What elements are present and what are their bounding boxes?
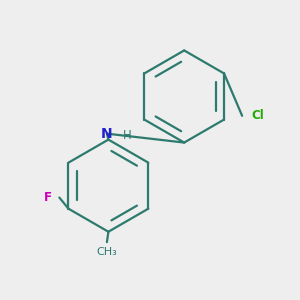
Text: CH₃: CH₃ (97, 247, 117, 256)
Text: F: F (44, 191, 52, 204)
Text: N: N (101, 127, 113, 141)
Text: Cl: Cl (251, 109, 264, 122)
Text: H: H (123, 129, 132, 142)
